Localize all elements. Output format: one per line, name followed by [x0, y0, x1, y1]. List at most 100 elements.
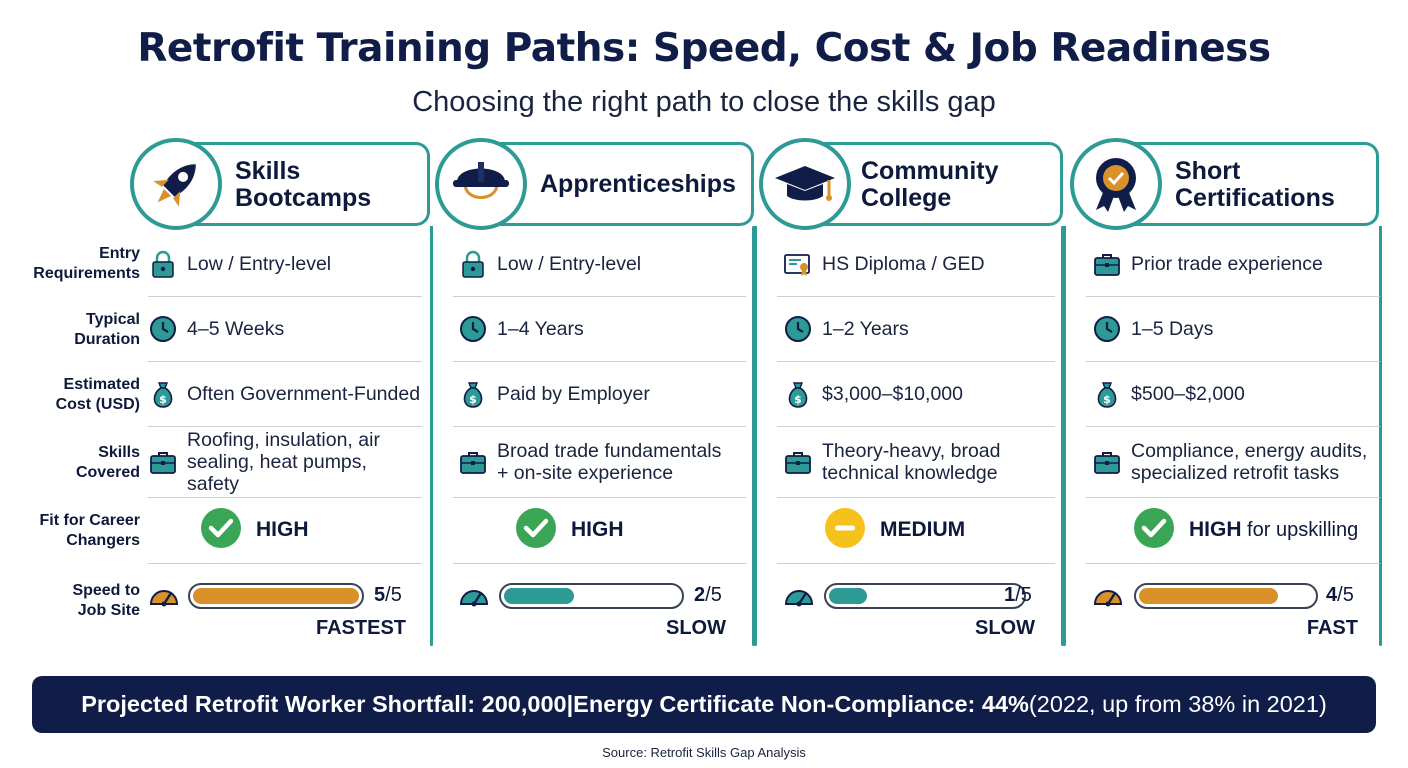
speed-score-value: 1 [1004, 584, 1016, 606]
cell-skills: Compliance, energy audits, specialized re… [1092, 440, 1380, 484]
speed-score-max: 5 [710, 584, 722, 606]
row-divider [453, 361, 746, 362]
row-divider [148, 296, 422, 297]
row-divider [777, 563, 1055, 564]
svg-text:$: $ [469, 393, 477, 406]
cell-skills-text: Theory-heavy, broad technical knowledge [822, 440, 1000, 484]
row-divider [1086, 497, 1380, 498]
source-note: Source: Retrofit Skills Gap Analysis [602, 745, 806, 760]
column-title-line: Bootcamps [235, 184, 372, 212]
speed-progress-bar [499, 583, 684, 609]
row-divider [777, 361, 1055, 362]
money-bag-icon: $ [1092, 379, 1122, 409]
row-divider [1086, 563, 1380, 564]
briefcase-icon [458, 447, 488, 477]
footer-stats-banner: Projected Retrofit Worker Shortfall: 200… [32, 676, 1376, 733]
cell-cost: $ Paid by Employer [458, 376, 746, 412]
clock-icon [1092, 314, 1122, 344]
check-icon [515, 507, 557, 554]
fit-rating: HIGH [200, 507, 309, 554]
row-label-fit: Fit for Career Changers [39, 512, 140, 549]
cell-duration-text: 1–2 Years [822, 318, 909, 340]
certificate-icon [783, 249, 813, 279]
speed-score: 1/5 [1004, 584, 1032, 606]
row-label-cost: Estimated Cost (USD) [55, 376, 140, 413]
fit-level: HIGH [256, 518, 309, 541]
cell-duration: 1–5 Days [1092, 311, 1380, 347]
cell-duration-text: 1–5 Days [1131, 318, 1214, 340]
column-title-line: College [861, 184, 952, 212]
column-border [1063, 226, 1066, 646]
cell-entry-text: Low / Entry-level [187, 253, 332, 275]
speed-score-value: 5 [374, 584, 386, 606]
fit-qualifier: for upskilling [1241, 519, 1359, 541]
column-title: Community College [861, 158, 999, 212]
money-bag-icon: $ [148, 379, 178, 409]
cell-skills-text: Roofing, insulation, air sealing, heat pu… [187, 429, 422, 495]
cell-cost: $ Often Government-Funded [148, 376, 422, 412]
cell-entry: Low / Entry-level [148, 246, 422, 282]
column-divider-line [752, 226, 755, 646]
cell-duration: 1–4 Years [458, 311, 746, 347]
briefcase-icon [148, 447, 178, 477]
page-title: Retrofit Training Paths: Speed, Cost & J… [137, 26, 1271, 71]
row-divider [777, 296, 1055, 297]
row-divider [1086, 361, 1380, 362]
speed-label: SLOW [975, 617, 1035, 639]
clock-icon [783, 314, 813, 344]
speed-label: FASTEST [315, 617, 406, 639]
row-label-skills: Skills Covered [75, 444, 140, 481]
row-divider [1086, 426, 1380, 427]
row-divider [777, 497, 1055, 498]
column-title-line: Short [1175, 157, 1241, 185]
minus-icon [824, 507, 866, 554]
column-border [1379, 226, 1382, 646]
skills-line: Roofing, insulation, air [187, 429, 380, 451]
cell-duration-text: 4–5 Weeks [187, 318, 285, 340]
fit-level: HIGH [1189, 518, 1242, 541]
row-divider [148, 361, 422, 362]
column-badge [1070, 138, 1162, 230]
cell-entry: Prior trade experience [1092, 246, 1380, 282]
check-icon [1133, 507, 1175, 554]
column-badge [435, 138, 527, 230]
cell-entry: Low / Entry-level [458, 246, 746, 282]
fit-rating-text: MEDIUM [880, 518, 965, 542]
speed-progress-fill [829, 588, 867, 604]
skills-line: technical knowledge [822, 462, 998, 484]
cell-skills: Roofing, insulation, air sealing, heat pu… [148, 429, 422, 495]
speed-label: SLOW [666, 617, 726, 639]
money-bag-icon: $ [458, 379, 488, 409]
cell-cost-text: $3,000–$10,000 [822, 383, 963, 405]
svg-text:$: $ [159, 393, 167, 406]
fit-level: MEDIUM [880, 518, 966, 541]
money-bag-icon: $ [783, 379, 813, 409]
speed-progress-fill [193, 588, 359, 604]
row-label-duration: Typical Duration [74, 311, 140, 348]
row-divider [453, 426, 746, 427]
speed-score: 4/5 [1326, 584, 1354, 606]
fit-rating: HIGH [515, 507, 624, 554]
cell-entry-text: Low / Entry-level [497, 253, 642, 275]
skills-line: Compliance, energy audits, [1131, 440, 1368, 462]
cell-duration: 1–2 Years [783, 311, 1055, 347]
column-badge [130, 138, 222, 230]
column-border [754, 226, 757, 646]
cell-skills-text: Compliance, energy audits, specialized re… [1131, 440, 1367, 484]
speedometer-icon [783, 580, 815, 615]
cell-cost-text: Paid by Employer [497, 383, 650, 405]
cell-entry-text: Prior trade experience [1131, 253, 1323, 275]
row-divider [148, 563, 422, 564]
cell-skills-text: Broad trade fundamentals + on-site experi… [497, 440, 721, 484]
row-divider [148, 426, 422, 427]
speed-progress-fill [504, 588, 574, 604]
speed-score-max: 5 [1020, 584, 1032, 606]
column-title: Skills Bootcamps [235, 158, 371, 212]
check-icon [200, 507, 242, 554]
speed-score-max: 5 [390, 584, 402, 606]
page-subtitle: Choosing the right path to close the ski… [412, 86, 996, 118]
speed-score: 2/5 [694, 584, 722, 606]
skills-line: sealing, heat pumps, safety [187, 451, 367, 495]
row-divider [777, 426, 1055, 427]
svg-text:$: $ [1103, 393, 1111, 406]
